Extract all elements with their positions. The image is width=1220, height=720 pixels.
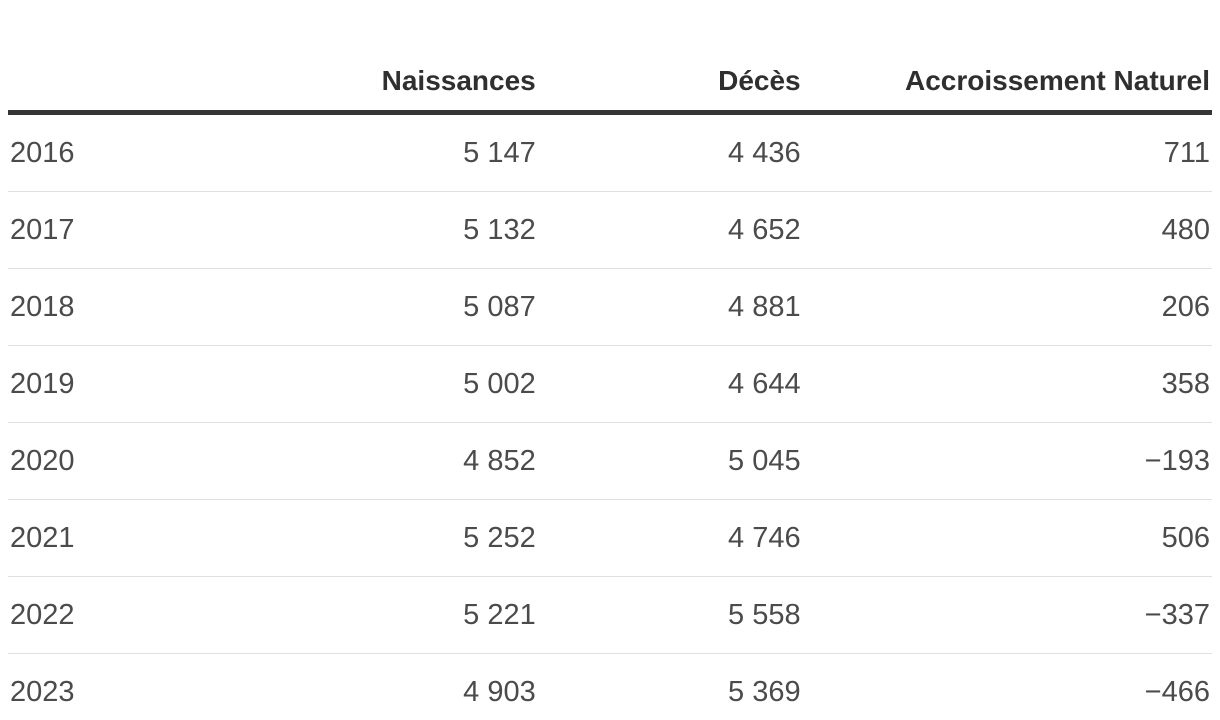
- accroissement-cell: −337: [802, 576, 1212, 654]
- table-row-2022: 2022 5 221 5 558 −337: [8, 576, 1212, 654]
- table-row-2017: 2017 5 132 4 652 480: [8, 191, 1212, 269]
- year-cell: 2019: [8, 345, 297, 423]
- deces-cell: 5 045: [537, 422, 803, 500]
- accroissement-cell: 206: [802, 268, 1212, 346]
- naissances-cell: 5 252: [296, 499, 538, 577]
- accroissement-cell: 711: [1163, 136, 1210, 169]
- year-cell: 2018: [8, 268, 297, 346]
- year-cell: 2021: [8, 499, 297, 577]
- naissances-cell: 4 852: [296, 422, 538, 500]
- naissances-cell: 5 221: [296, 576, 538, 654]
- column-header-deces: Décès: [537, 0, 803, 115]
- table-row-2020: 2020 4 852 5 045 −193: [8, 422, 1212, 500]
- accroissement-cell: −193: [802, 422, 1212, 500]
- naissances-cell: 4 903: [296, 653, 538, 720]
- deces-cell: 4 746: [537, 499, 803, 577]
- accroissement-cell: 480: [802, 191, 1212, 269]
- column-header-accroissement-naturel: Accroissement Naturel: [802, 0, 1212, 115]
- accroissement-cell: −466: [802, 653, 1212, 720]
- accroissement-cell: 506: [802, 499, 1212, 577]
- naissances-cell: 5 002: [296, 345, 538, 423]
- naissances-cell: 5 132: [296, 191, 538, 269]
- naissances-cell: 5 147: [463, 136, 536, 169]
- table-row-2016: 2016 5 147 4 436 711: [8, 113, 1212, 192]
- table-header: Naissances Décès Accroissement Naturel: [8, 0, 1212, 115]
- vital-statistics-table: Naissances Décès Accroissement Naturel 2…: [8, 0, 1212, 720]
- year-cell: 2017: [8, 191, 297, 269]
- deces-cell: 4 644: [537, 345, 803, 423]
- year-cell: 2023: [8, 653, 297, 720]
- deces-cell: 5 558: [537, 576, 803, 654]
- table-row-2021: 2021 5 252 4 746 506: [8, 499, 1212, 577]
- year-cell: 2020: [8, 422, 297, 500]
- table-row-2023: 2023 4 903 5 369 −466: [8, 653, 1212, 720]
- deces-cell: 4 881: [537, 268, 803, 346]
- year-cell: 2022: [8, 576, 297, 654]
- deces-cell: 4 436: [728, 136, 801, 169]
- table-body: 2016 5 147 4 436 711 2017 5 132 4 652 48…: [8, 113, 1212, 720]
- accroissement-cell: 358: [802, 345, 1212, 423]
- deces-cell: 5 369: [537, 653, 803, 720]
- header-row: Naissances Décès Accroissement Naturel: [8, 0, 1212, 115]
- naissances-cell: 5 087: [296, 268, 538, 346]
- year-cell: 2016: [10, 136, 75, 169]
- column-header-naissances: Naissances: [296, 0, 538, 115]
- table-row-2019: 2019 5 002 4 644 358: [8, 345, 1212, 423]
- table-row-2018: 2018 5 087 4 881 206: [8, 268, 1212, 346]
- column-header-year: [8, 0, 297, 115]
- deces-cell: 4 652: [537, 191, 803, 269]
